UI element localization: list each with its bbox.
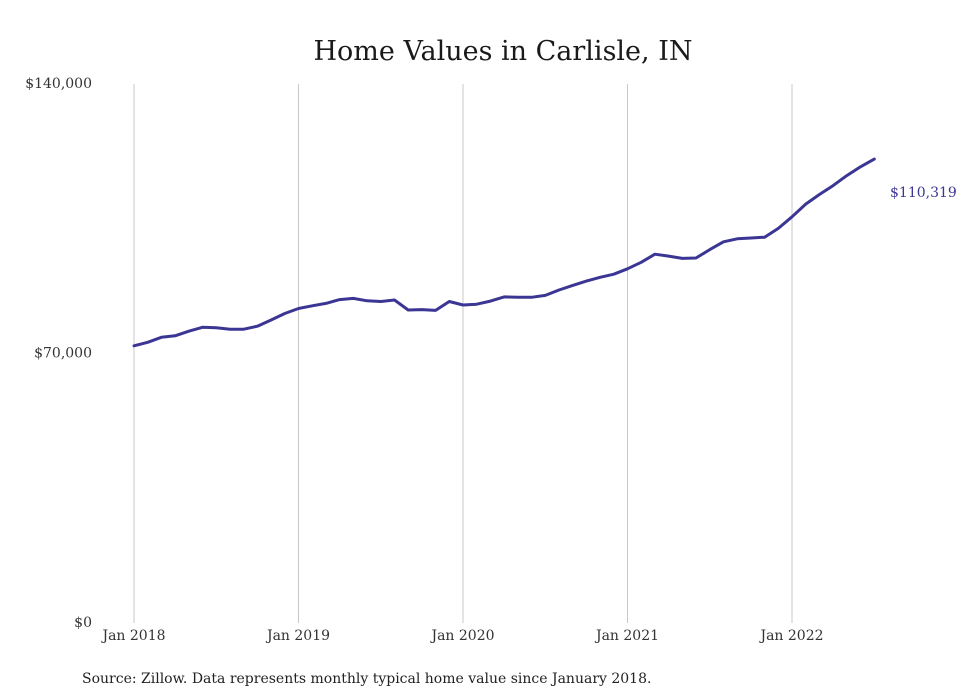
x-tick-label: Jan 2018 bbox=[100, 628, 165, 644]
x-gridlines bbox=[133, 84, 793, 623]
x-tick-label: Jan 2021 bbox=[594, 628, 659, 644]
y-tick-label: $140,000 bbox=[25, 76, 92, 92]
x-tick-label: Jan 2020 bbox=[429, 628, 494, 644]
source-note: Source: Zillow. Data represents monthly … bbox=[82, 671, 651, 687]
x-axis-ticks: Jan 2018 Jan 2019 Jan 2020 Jan 2021 Jan 2022 bbox=[100, 628, 823, 644]
chart-title: Home Values in Carlisle, IN bbox=[314, 36, 693, 67]
y-tick-label: $0 bbox=[74, 615, 92, 631]
end-value-label: $110,319 bbox=[890, 185, 957, 201]
x-tick-label: Jan 2022 bbox=[758, 628, 823, 644]
y-tick-label: $70,000 bbox=[34, 346, 92, 362]
x-tick-label: Jan 2019 bbox=[265, 628, 330, 644]
series-line bbox=[132, 157, 876, 348]
y-axis-ticks: $0 $70,000 $140,000 bbox=[25, 76, 92, 631]
